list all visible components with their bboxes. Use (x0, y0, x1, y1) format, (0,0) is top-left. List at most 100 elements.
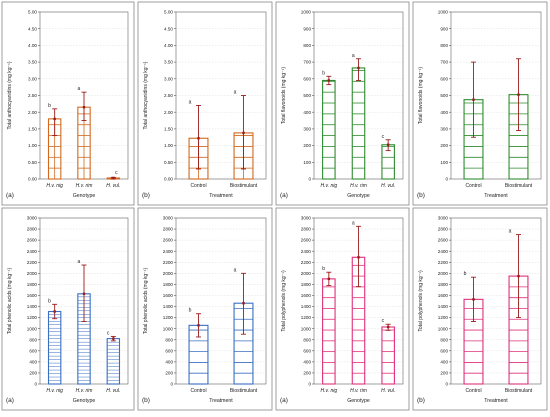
y-tick-label: 0 (308, 382, 311, 387)
y-tick-label: 1400 (163, 304, 174, 309)
panel-label: (b) (417, 192, 425, 199)
y-tick-label: 2.50 (164, 93, 173, 98)
y-tick-label: 2200 (163, 260, 174, 265)
y-tick-label: 1000 (301, 326, 312, 331)
x-tick-label: H.v. rim (76, 183, 93, 189)
y-tick-label: 1.00 (28, 143, 37, 148)
y-tick-label: 1400 (301, 304, 312, 309)
mean-marker (472, 298, 475, 301)
significance-letter: b (464, 271, 467, 277)
y-tick-label: 400 (440, 359, 448, 364)
y-axis-label: Total phenolic acids (mg kg⁻¹) (143, 268, 149, 335)
y-tick-label: 900 (303, 26, 311, 31)
x-axis-label: Treatment (484, 398, 508, 404)
y-tick-label: 0 (445, 177, 448, 182)
y-tick-label: 4.00 (164, 43, 173, 48)
bar (47, 310, 62, 385)
significance-letter: a (234, 90, 237, 96)
y-tick-label: 2200 (438, 260, 449, 265)
y-tick-label: 1.50 (28, 127, 37, 132)
significance-letter: a (77, 86, 80, 92)
y-tick-label: 200 (440, 371, 448, 376)
y-tick-label: 2.00 (164, 110, 173, 115)
plot-area (175, 11, 267, 180)
mean-marker (112, 337, 115, 340)
y-tick-label: 2.50 (28, 93, 37, 98)
mean-marker (112, 176, 115, 180)
y-axis-label: Total flavonoids (mg kg⁻¹) (281, 67, 287, 124)
y-tick-label: 800 (303, 337, 311, 342)
y-tick-label: 2400 (438, 249, 449, 254)
x-tick-label: Control (190, 388, 206, 394)
mean-marker (357, 256, 360, 259)
mean-marker (386, 325, 390, 329)
x-tick-label: H.v. nig (321, 388, 338, 394)
y-tick-label: 800 (440, 43, 448, 48)
y-tick-label: 2400 (301, 249, 312, 254)
y-tick-label: 1200 (301, 315, 312, 320)
plot-area (450, 11, 542, 180)
x-tick-label: H. vul. (381, 183, 395, 189)
mean-marker (327, 277, 331, 281)
mean-marker (472, 98, 475, 101)
y-tick-label: 700 (440, 60, 448, 65)
y-tick-label: 100 (303, 160, 311, 165)
plot-area (175, 217, 267, 385)
y-tick-label: 1000 (27, 326, 38, 331)
x-axis-label: Genotype (73, 398, 96, 404)
mean-marker (53, 310, 56, 313)
y-tick-label: 1600 (27, 293, 38, 298)
y-tick-label: 500 (440, 93, 448, 98)
y-tick-label: 200 (165, 371, 173, 376)
x-tick-label: Biostimulant (230, 183, 258, 189)
y-tick-label: 3000 (301, 216, 312, 221)
y-tick-label: 1600 (438, 293, 449, 298)
y-tick-label: 4.00 (28, 43, 37, 48)
y-tick-label: 0 (445, 382, 448, 387)
chart-panel-1: 0.00 0.50 1.00 1.50 2.00 2.50 3.00 3.50 4.00 4.50… (1, 1, 135, 206)
bar (322, 79, 336, 180)
y-tick-label: 2800 (163, 227, 174, 232)
mean-marker (242, 131, 245, 135)
mean-marker (386, 143, 390, 146)
chart-panel-6: 0 200 400 600 800 1000 1200 1400 1600 1800 2000 220… (137, 207, 273, 411)
x-tick-label: Control (190, 183, 206, 189)
y-tick-label: 0.00 (28, 177, 37, 182)
y-tick-label: 4.50 (164, 26, 173, 31)
mean-marker (327, 79, 331, 82)
y-tick-label: 600 (165, 348, 173, 353)
significance-letter: c (115, 170, 118, 176)
y-tick-label: 2600 (301, 238, 312, 243)
panel-label: (b) (142, 192, 150, 199)
y-tick-label: 0 (308, 177, 311, 182)
x-axis-label: Treatment (209, 193, 233, 199)
significance-letter: b (48, 298, 51, 304)
y-tick-label: 2000 (27, 271, 38, 276)
y-tick-label: 400 (165, 359, 173, 364)
y-tick-label: 2800 (438, 227, 449, 232)
mean-marker (517, 274, 520, 278)
bar (322, 278, 336, 385)
y-tick-label: 1200 (438, 315, 449, 320)
y-tick-label: 3000 (163, 216, 174, 221)
panel-label: (a) (6, 192, 14, 199)
x-tick-label: Control (465, 388, 481, 394)
x-tick-label: H.v. rim (76, 388, 93, 394)
bar (381, 326, 395, 385)
mean-marker (197, 137, 200, 140)
y-tick-label: 1.00 (164, 143, 173, 148)
y-tick-label: 1600 (163, 293, 174, 298)
significance-letter: c (107, 330, 110, 336)
y-tick-label: 200 (303, 143, 311, 148)
chart-panel-3: 0 100 200 300 400 500 600 700 800 900 1000 Total fl… (275, 1, 410, 206)
x-axis-label: Genotype (347, 193, 370, 199)
y-tick-label: 2400 (27, 249, 38, 254)
panel-label: (a) (280, 397, 288, 404)
y-tick-label: 300 (440, 127, 448, 132)
x-tick-label: Biostimulant (505, 388, 533, 394)
y-tick-label: 2000 (301, 271, 312, 276)
x-tick-label: Control (465, 183, 481, 189)
y-tick-label: 2000 (163, 271, 174, 276)
y-tick-label: 1200 (27, 315, 38, 320)
y-tick-label: 5.00 (28, 10, 37, 15)
